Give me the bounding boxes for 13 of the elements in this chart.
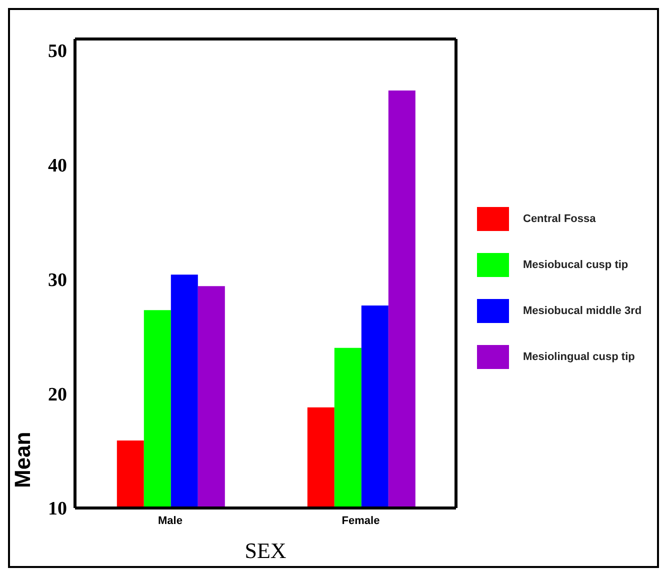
legend-label: Mesiobucal cusp tip bbox=[523, 259, 628, 271]
legend-label: Central Fossa bbox=[523, 213, 596, 225]
legend-label: Mesiobucal middle 3rd bbox=[523, 305, 642, 317]
legend-label: Mesiolingual cusp tip bbox=[523, 351, 635, 363]
y-axis-title: Mean bbox=[10, 432, 35, 488]
x-axis-title: SEX bbox=[244, 538, 286, 563]
y-tick-label: 30 bbox=[48, 270, 67, 291]
x-tick-label: Male bbox=[158, 514, 182, 527]
y-tick-label: 10 bbox=[48, 498, 67, 520]
y-tick-label: 50 bbox=[48, 41, 67, 62]
x-tick-label: Female bbox=[342, 514, 380, 527]
y-tick-label: 20 bbox=[48, 384, 67, 406]
y-tick-label: 40 bbox=[48, 156, 67, 177]
